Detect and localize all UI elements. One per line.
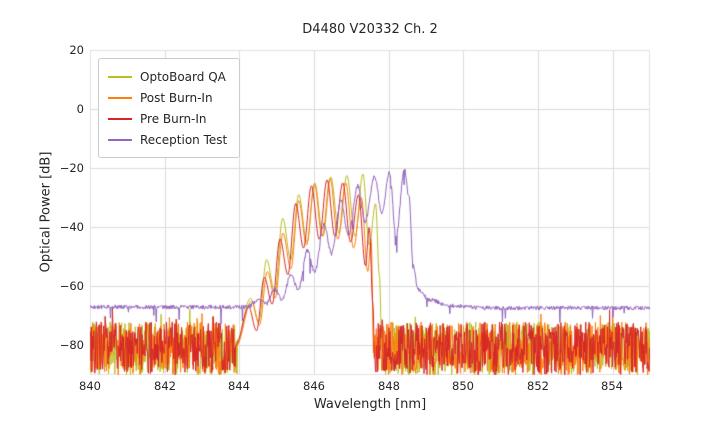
y-tick-label: 20 <box>69 43 84 57</box>
legend-item-post-burn-in: Post Burn-In <box>108 87 227 108</box>
x-tick-label: 852 <box>527 379 549 393</box>
x-tick-label: 842 <box>154 379 176 393</box>
x-tick-label: 840 <box>79 379 101 393</box>
legend-label: OptoBoard QA <box>140 69 226 84</box>
chart-title: D4480 V20332 Ch. 2 <box>302 22 438 37</box>
legend-item-optoboard-qa: OptoBoard QA <box>108 66 227 87</box>
legend: OptoBoard QA Post Burn-In Pre Burn-In Re… <box>98 58 241 158</box>
x-tick-label: 854 <box>601 379 623 393</box>
x-tick-label: 844 <box>228 379 250 393</box>
legend-swatch-post-burn-in <box>108 96 132 99</box>
legend-item-reception-test: Reception Test <box>108 129 227 150</box>
legend-swatch-optoboard-qa <box>108 75 132 78</box>
x-axis-label: Wavelength [nm] <box>313 397 427 412</box>
legend-label: Post Burn-In <box>140 90 213 105</box>
y-tick-label: −20 <box>59 161 84 175</box>
x-tick-label: 846 <box>303 379 325 393</box>
y-tick-label: −60 <box>59 279 84 293</box>
legend-swatch-pre-burn-in <box>108 117 132 120</box>
x-tick-label: 848 <box>378 379 400 393</box>
legend-label: Reception Test <box>140 132 228 147</box>
x-tick-label: 850 <box>452 379 474 393</box>
y-tick-label: −80 <box>59 338 84 352</box>
legend-swatch-reception-test <box>108 138 132 141</box>
y-tick-label: −40 <box>59 220 84 234</box>
legend-item-pre-burn-in: Pre Burn-In <box>108 108 227 129</box>
y-tick-label: 0 <box>76 102 84 116</box>
legend-label: Pre Burn-In <box>140 111 207 126</box>
